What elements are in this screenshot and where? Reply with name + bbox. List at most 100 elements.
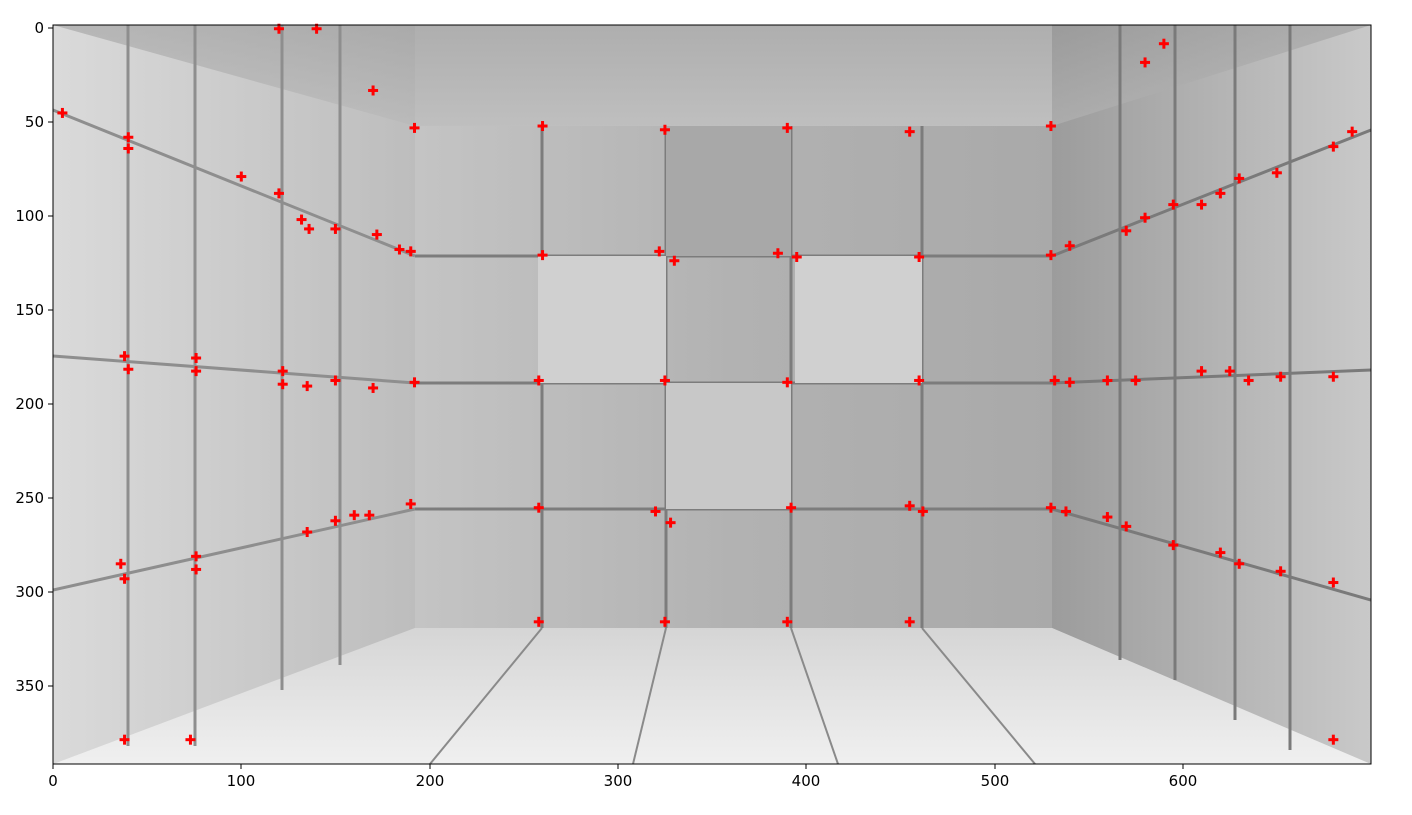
corner-marker [409, 498, 413, 509]
corner-marker [672, 255, 676, 266]
corner-marker [921, 506, 925, 517]
y-tick-label: 50 [25, 113, 44, 131]
corner-marker [1331, 577, 1335, 588]
corner-marker [663, 124, 667, 135]
corner-marker [1247, 375, 1251, 386]
corner-marker [333, 515, 337, 526]
corner-marker [126, 143, 130, 154]
corner-marker [908, 126, 912, 137]
corner-marker [1228, 366, 1232, 377]
x-tick-label: 200 [416, 772, 445, 790]
corner-marker [1053, 375, 1057, 386]
corner-marker [1200, 366, 1204, 377]
corner-marker [397, 244, 401, 255]
x-tick-200: 200 [416, 764, 445, 790]
corner-marker [1068, 377, 1072, 388]
corner-marker [307, 223, 311, 234]
x-tick-label: 0 [48, 772, 58, 790]
corner-marker [541, 250, 545, 261]
corner-marker [119, 558, 123, 569]
corner-marker [352, 510, 356, 521]
corner-marker [657, 246, 661, 257]
floor [53, 628, 1371, 764]
y-tick-label: 0 [34, 19, 44, 37]
corner-marker [413, 122, 417, 133]
corner-marker [123, 573, 127, 584]
left-wall [53, 25, 415, 764]
y-tick-0: 0 [34, 19, 53, 37]
raised-panel [666, 383, 791, 509]
corner-marker [1275, 167, 1279, 178]
corner-marker [300, 214, 304, 225]
corner-marker [541, 121, 545, 132]
x-tick-500: 500 [981, 764, 1009, 790]
room-image [53, 25, 1371, 764]
x-tick-label: 400 [792, 772, 821, 790]
corner-marker [367, 510, 371, 521]
x-axis: 0 100 200 300 400 500 600 [48, 764, 1197, 790]
corner-marker [1331, 371, 1335, 382]
corner-marker [188, 734, 192, 745]
corner-marker [537, 375, 541, 386]
y-tick-label: 200 [15, 395, 44, 413]
ceiling-strip [53, 25, 1371, 126]
corner-marker [1279, 371, 1283, 382]
corner-marker [908, 500, 912, 511]
corner-marker [1331, 141, 1335, 152]
y-tick-350: 350 [15, 677, 53, 695]
corner-marker [194, 551, 198, 562]
y-tick-label: 300 [15, 583, 44, 601]
y-tick-label: 100 [15, 207, 44, 225]
corner-marker [917, 375, 921, 386]
y-tick-250: 250 [15, 489, 53, 507]
recessed-panel [666, 126, 791, 256]
corner-marker [194, 366, 198, 377]
corner-marker [795, 251, 799, 262]
x-tick-label: 100 [227, 772, 256, 790]
corner-marker [1124, 225, 1128, 236]
corner-marker [333, 375, 337, 386]
corner-marker [1218, 188, 1222, 199]
corner-marker [785, 616, 789, 627]
corner-marker [281, 366, 285, 377]
corner-marker [1143, 212, 1147, 223]
corner-marker [1049, 121, 1053, 132]
x-tick-label: 600 [1169, 772, 1198, 790]
y-tick-300: 300 [15, 583, 53, 601]
x-tick-400: 400 [792, 764, 821, 790]
corner-marker [654, 506, 658, 517]
corner-marker [1350, 126, 1354, 137]
raised-panel [795, 256, 922, 383]
corner-marker [1134, 375, 1138, 386]
corner-marker [371, 85, 375, 96]
y-tick-200: 200 [15, 395, 53, 413]
x-tick-300: 300 [604, 764, 632, 790]
corner-marker [239, 171, 243, 182]
corner-marker [1237, 173, 1241, 184]
corner-marker [126, 364, 130, 375]
corner-marker [789, 502, 793, 513]
corner-marker [663, 375, 667, 386]
corner-marker [305, 381, 309, 392]
corner-marker [785, 122, 789, 133]
corner-marker [413, 377, 417, 388]
corner-marker [1143, 57, 1147, 68]
x-tick-0: 0 [48, 764, 58, 790]
corner-marker [409, 246, 413, 257]
corner-marker [776, 248, 780, 259]
corner-marker [537, 616, 541, 627]
right-wall-seams [1051, 25, 1371, 750]
corner-marker [917, 251, 921, 262]
corner-marker [277, 188, 281, 199]
corner-marker [1171, 199, 1175, 210]
corner-marker [1279, 566, 1283, 577]
corner-marker [663, 616, 667, 627]
corner-marker [537, 502, 541, 513]
corner-marker [281, 379, 285, 390]
corner-marker [1218, 547, 1222, 558]
y-axis: 0 50 100 150 200 250 300 350 [15, 19, 53, 695]
corner-marker [1200, 199, 1204, 210]
corner-marker [1171, 540, 1175, 551]
corner-marker [1049, 502, 1053, 513]
x-tick-100: 100 [227, 764, 256, 790]
